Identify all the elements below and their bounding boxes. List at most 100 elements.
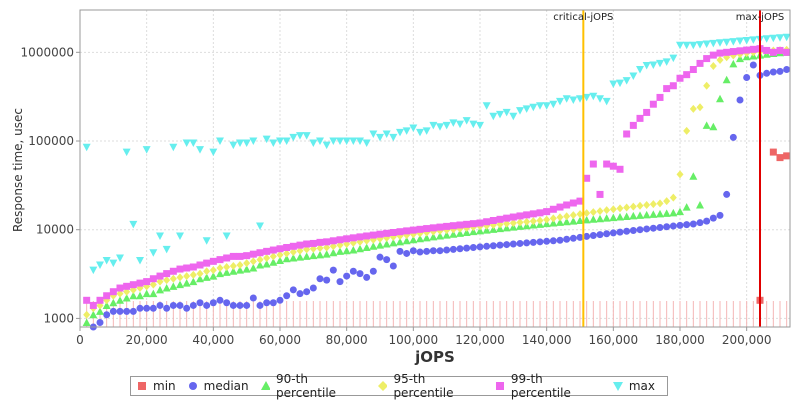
point-90-th-percentile [296, 253, 304, 261]
point-max [516, 107, 524, 115]
point-median [689, 220, 697, 228]
point-min [776, 154, 784, 162]
point-median [683, 221, 691, 229]
point-99-th-percentile [276, 245, 284, 253]
point-99-th-percentile [516, 212, 524, 220]
point-95-th-percentile [223, 262, 231, 271]
point-median [416, 248, 424, 256]
point-95-th-percentile [156, 277, 164, 286]
point-99-th-percentile [103, 292, 111, 300]
point-95-th-percentile [289, 248, 297, 257]
point-95-th-percentile [563, 212, 571, 221]
point-median [236, 301, 244, 309]
point-90-th-percentile [196, 274, 204, 283]
point-90-th-percentile [102, 301, 111, 309]
point-max [662, 58, 671, 66]
point-95-th-percentile [696, 103, 704, 112]
point-max [402, 127, 411, 135]
point-99-th-percentile [689, 66, 697, 74]
point-max [309, 139, 318, 147]
point-max [589, 92, 598, 101]
point-median [209, 299, 217, 307]
point-max [776, 34, 784, 42]
point-90-th-percentile [429, 232, 438, 241]
point-99-th-percentile [769, 48, 777, 56]
point-median [736, 96, 744, 104]
point-median [616, 228, 624, 236]
point-max [616, 79, 624, 88]
point-90-th-percentile [629, 211, 638, 220]
point-99-th-percentile [563, 201, 571, 209]
legend-swatch [260, 381, 271, 390]
point-max [356, 137, 364, 146]
point-90-th-percentile [656, 209, 664, 218]
point-95-th-percentile [243, 259, 251, 268]
legend-swatch [188, 382, 197, 390]
x-tick-label: 200,000 [722, 333, 772, 347]
point-90-th-percentile [316, 250, 324, 259]
point-median [156, 301, 164, 309]
point-max [469, 120, 478, 129]
point-90-th-percentile [449, 230, 458, 238]
point-median [329, 266, 337, 274]
point-max [82, 143, 91, 152]
point-95-th-percentile [656, 199, 664, 208]
point-95-th-percentile [263, 253, 271, 262]
point-median [603, 230, 611, 238]
point-99-th-percentile [143, 278, 151, 286]
point-max [316, 137, 324, 146]
point-max [482, 102, 491, 110]
point-90-th-percentile [702, 121, 711, 129]
point-max [136, 256, 144, 265]
point-99-th-percentile [623, 130, 631, 138]
point-90-th-percentile [716, 94, 724, 103]
point-max [442, 121, 451, 130]
point-95-th-percentile [323, 243, 331, 252]
point-95-th-percentile [543, 215, 551, 224]
point-99-th-percentile [569, 199, 577, 207]
point-95-th-percentile [209, 266, 217, 275]
point-90-th-percentile [616, 213, 624, 221]
point-99-th-percentile [223, 254, 231, 262]
x-tick-label: 60,000 [259, 333, 301, 347]
point-max [629, 72, 638, 81]
point-99-th-percentile [236, 252, 244, 260]
point-median [776, 67, 784, 75]
point-max [369, 130, 378, 138]
point-max [182, 139, 191, 147]
point-max [196, 146, 204, 154]
point-max [622, 77, 631, 85]
point-median [383, 256, 391, 264]
point-99-th-percentile [343, 235, 351, 243]
critical-jops-label: critical-jOPS [553, 12, 613, 23]
point-95-th-percentile [256, 255, 264, 264]
point-max [549, 100, 558, 109]
point-90-th-percentile [389, 238, 398, 247]
point-max [582, 93, 591, 102]
point-95-th-percentile [636, 201, 644, 210]
point-99-th-percentile [683, 71, 691, 79]
legend-swatch [138, 382, 146, 390]
point-median [289, 286, 297, 294]
point-median [263, 299, 271, 307]
point-max [416, 128, 424, 137]
point-max [696, 41, 704, 49]
point-95-th-percentile [703, 81, 711, 90]
point-median [309, 284, 317, 292]
point-90-th-percentile [309, 251, 318, 260]
point-max [449, 119, 458, 127]
point-median [483, 242, 491, 250]
point-90-th-percentile [176, 280, 184, 289]
point-99-th-percentile [529, 210, 537, 218]
point-90-th-percentile [376, 241, 384, 249]
point-99-th-percentile [209, 257, 217, 265]
point-median [216, 296, 224, 304]
point-median [269, 299, 277, 307]
point-90-th-percentile [336, 247, 344, 255]
point-median [709, 214, 717, 222]
legend-item: 99-th percentile [495, 372, 600, 400]
point-90-th-percentile [109, 298, 118, 307]
point-99-th-percentile [596, 190, 604, 198]
point-95-th-percentile [216, 264, 224, 273]
